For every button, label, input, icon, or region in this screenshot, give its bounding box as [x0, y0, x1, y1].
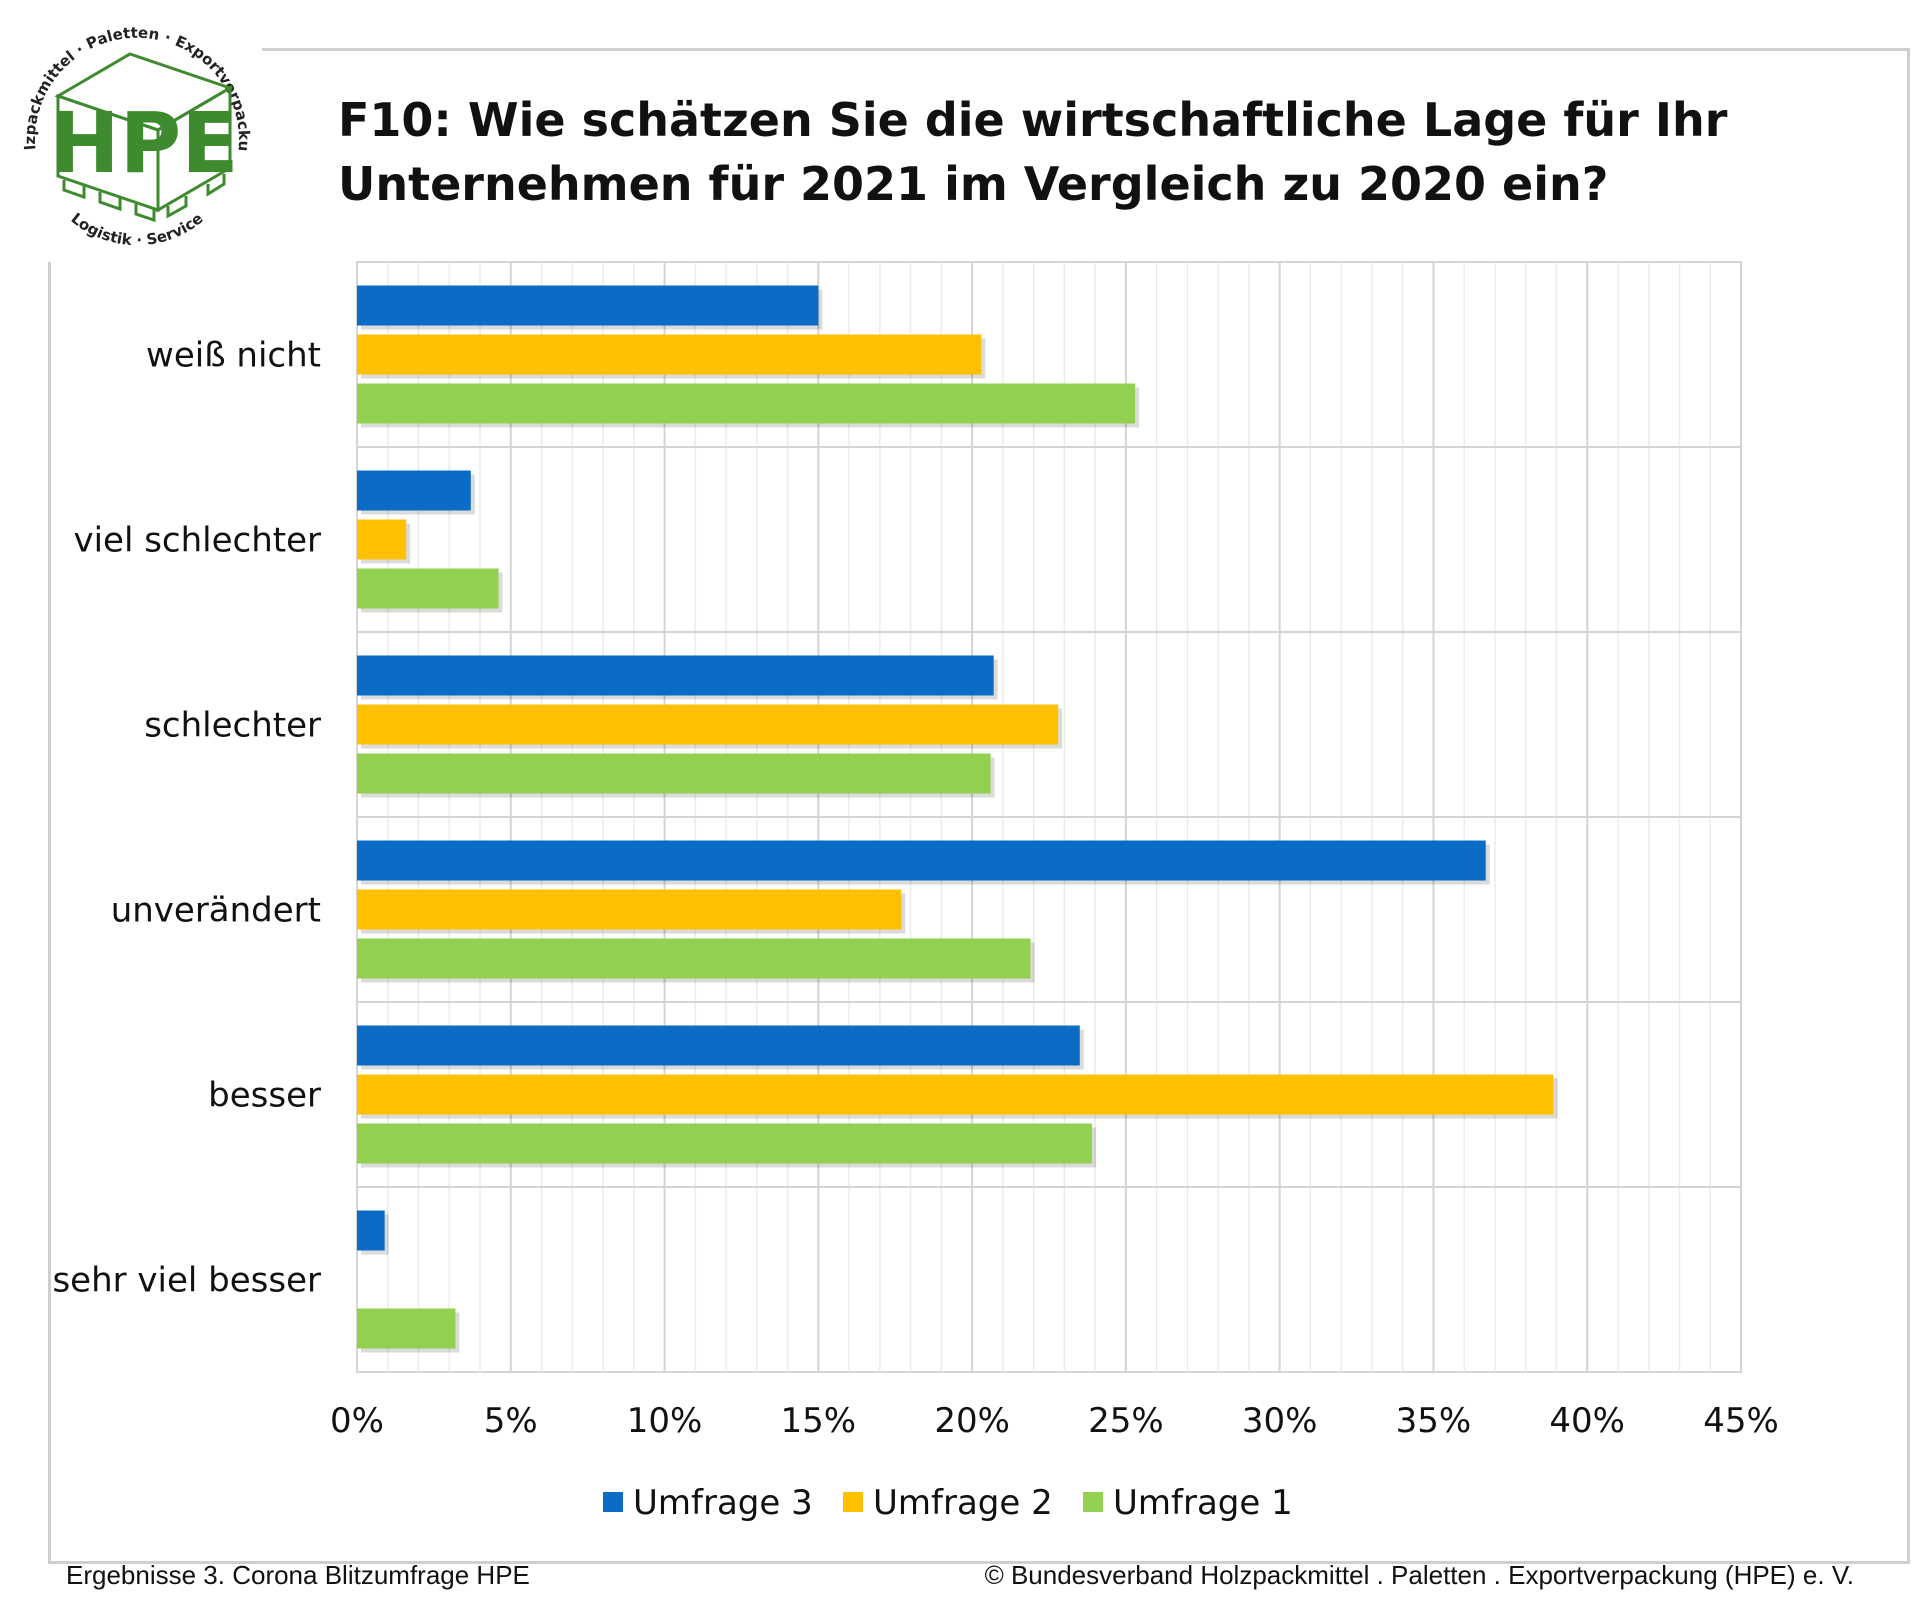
bar	[357, 470, 471, 511]
category-labels: weiß nicht viel schlechter schlechter unver…	[52, 336, 321, 1301]
bar	[357, 285, 819, 326]
category-label: sehr viel besser	[52, 1261, 321, 1301]
x-tick-label: 30%	[1242, 1401, 1318, 1441]
x-tick-label: 20%	[934, 1401, 1010, 1441]
bar	[357, 889, 902, 930]
x-tick-label: 0%	[330, 1401, 384, 1441]
x-tick-label: 5%	[484, 1401, 538, 1441]
bar	[357, 1074, 1554, 1115]
bar	[357, 334, 982, 375]
bar	[357, 655, 994, 696]
bar	[357, 1025, 1080, 1066]
chart-title: F10: Wie schätzen Sie die wirtschaftlich…	[338, 93, 1728, 211]
chart-frame	[48, 48, 1910, 1564]
category-label: weiß nicht	[146, 336, 321, 376]
category-separators	[357, 446, 1741, 1188]
bar	[357, 1210, 385, 1251]
category-label: viel schlechter	[73, 521, 321, 561]
bar	[357, 753, 991, 794]
x-tick-label: 15%	[781, 1401, 857, 1441]
bar	[357, 1308, 456, 1349]
bar	[357, 383, 1136, 424]
x-tick-label: 40%	[1549, 1401, 1625, 1441]
legend-label: Umfrage 1	[1113, 1483, 1293, 1523]
hpe-logo: Holzpackmittel · Paletten · Exportverpac…	[8, 4, 253, 249]
bar	[357, 568, 499, 609]
bar	[357, 840, 1486, 881]
legend-label: Umfrage 2	[873, 1483, 1053, 1523]
logo-background	[0, 0, 262, 262]
x-axis-tick-labels: 0% 5% 10% 15% 20% 25% 30% 35% 40% 45%	[330, 1401, 1779, 1441]
logo-letters: HPE	[49, 94, 238, 192]
bar	[357, 704, 1059, 745]
x-tick-label: 10%	[627, 1401, 703, 1441]
x-tick-label: 35%	[1396, 1401, 1472, 1441]
category-label: schlechter	[144, 706, 321, 746]
pallet-icon	[54, 52, 234, 223]
legend: Umfrage 3 Umfrage 2 Umfrage 1	[603, 1483, 1293, 1523]
legend-swatch	[843, 1492, 863, 1512]
category-label: besser	[208, 1076, 321, 1116]
footer-source: Ergebnisse 3. Corona Blitzumfrage HPE	[66, 1560, 530, 1590]
category-label: unverändert	[111, 891, 321, 931]
x-tick-label: 25%	[1088, 1401, 1164, 1441]
bar	[357, 938, 1031, 979]
footer-copyright: © Bundesverband Holzpackmittel . Palette…	[984, 1560, 1854, 1590]
x-tick-label: 45%	[1703, 1401, 1779, 1441]
bars	[357, 285, 1558, 1353]
legend-swatch	[1083, 1492, 1103, 1512]
bar	[357, 1123, 1093, 1164]
legend-swatch	[603, 1492, 623, 1512]
legend-label: Umfrage 3	[633, 1483, 813, 1523]
bar	[357, 519, 407, 560]
